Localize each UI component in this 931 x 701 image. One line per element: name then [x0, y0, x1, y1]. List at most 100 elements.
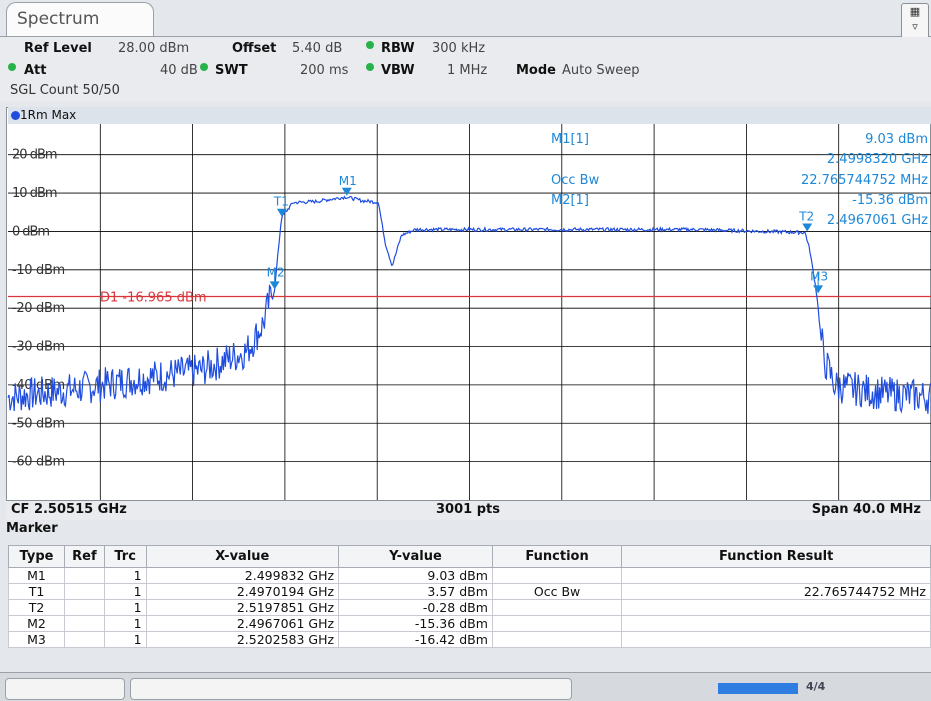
marker-table-header: Trc: [103, 545, 147, 568]
table-cell: [621, 599, 931, 616]
table-cell: [621, 567, 931, 584]
status-box-left: [5, 678, 125, 700]
att-coupled-icon: [8, 63, 16, 71]
trace-indicator-icon: [11, 111, 20, 120]
table-cell: 1: [103, 599, 147, 616]
marker-info-m1-label: M1[1]: [551, 132, 589, 147]
marker-label: T2: [798, 210, 814, 224]
table-cell: 2.499832 GHz: [145, 567, 340, 584]
rbw-label: RBW: [381, 41, 415, 56]
display-mode-icon[interactable]: ▦ ▿: [901, 3, 929, 39]
y-tick-label: -30 dBm: [12, 340, 65, 355]
marker-label: T1: [273, 195, 289, 209]
table-cell: [621, 631, 931, 648]
y-tick-label: -50 dBm: [12, 416, 65, 431]
table-cell: [64, 583, 105, 600]
marker-table-header: Function: [491, 545, 623, 568]
y-tick-label: 20 dBm: [12, 148, 58, 163]
marker-m1-icon: [341, 187, 352, 196]
y-tick-label: -10 dBm: [12, 263, 65, 278]
y-tick-label: -20 dBm: [12, 301, 65, 316]
marker-info-m1-level: 9.03 dBm: [865, 132, 928, 147]
table-cell: [64, 631, 105, 648]
trace-label: 1Rm Max: [20, 108, 77, 122]
marker-t2-icon: [802, 223, 813, 232]
table-cell: [491, 599, 623, 616]
table-cell: 1: [103, 583, 147, 600]
span-value[interactable]: Span 40.0 MHz: [811, 502, 921, 517]
display-line-label: D1 -16.965 dBm: [100, 291, 207, 306]
marker-table-header: Ref: [64, 545, 105, 568]
table-row[interactable]: T2 1 2.5197851 GHz -0.28 dBm: [7, 599, 931, 616]
rbw-coupled-icon: [366, 41, 374, 49]
marker-m3-icon: [813, 285, 824, 294]
status-bar: 4/4: [0, 672, 931, 701]
sgl-count: SGL Count 50/50: [10, 83, 120, 98]
rbw-value[interactable]: 300 kHz: [432, 41, 486, 56]
marker-table-header: Function Result: [621, 545, 931, 568]
swt-label: SWT: [215, 63, 248, 78]
table-row[interactable]: M1 1 2.499832 GHz 9.03 dBm: [7, 567, 931, 584]
marker-info-m2-level: -15.36 dBm: [852, 193, 928, 208]
marker-label: M3: [810, 269, 828, 283]
swt-coupled-icon: [200, 63, 208, 71]
table-cell: 2.4967061 GHz: [145, 615, 340, 632]
marker-info: M1[1] 9.03 dBm 2.4998320 GHz Occ Bw 22.76574…: [551, 132, 928, 228]
table-cell: 9.03 dBm: [338, 567, 493, 584]
marker-m2-icon: [269, 281, 280, 290]
table-row[interactable]: M2 1 2.4967061 GHz -15.36 dBm: [7, 615, 931, 632]
table-row[interactable]: T1 1 2.4970194 GHz 3.57 dBm Occ Bw 22.7657447…: [7, 583, 931, 600]
marker-info-m2-freq: 2.4967061 GHz: [827, 213, 928, 228]
table-cell: -0.28 dBm: [338, 599, 493, 616]
ref-level-label: Ref Level: [24, 41, 92, 56]
table-cell: 1: [103, 615, 147, 632]
table-cell: [491, 631, 623, 648]
marker-group: M1 T1 T2 M2 M3: [267, 174, 828, 294]
offset-value[interactable]: 5.40 dB: [292, 41, 343, 56]
table-cell: [491, 615, 623, 632]
sweep-points[interactable]: 3001 pts: [436, 502, 500, 517]
chart-grid: [8, 124, 931, 500]
att-value[interactable]: 40 dB: [160, 63, 198, 78]
y-tick-label: -60 dBm: [12, 455, 65, 470]
table-cell: M1: [7, 567, 66, 584]
center-frequency[interactable]: CF 2.50515 GHz: [11, 502, 127, 517]
tab-spectrum[interactable]: Spectrum: [6, 2, 154, 36]
spectrum-diagram[interactable]: [6, 107, 931, 519]
table-cell: 2.5197851 GHz: [145, 599, 340, 616]
sweep-progress-label: 4/4: [806, 680, 826, 693]
table-cell: T1: [7, 583, 66, 600]
marker-table: Type Ref Trc X-value Y-value Function Function…: [7, 545, 931, 648]
table-cell: [64, 567, 105, 584]
frequency-axis-bar: CF 2.50515 GHz 3001 pts Span 40.0 MHz: [6, 500, 931, 520]
table-cell: [64, 615, 105, 632]
trace-label-bar: 1Rm Max: [8, 107, 931, 124]
status-box-messages: [130, 678, 572, 700]
vbw-coupled-icon: [366, 63, 374, 71]
marker-info-occ-label: Occ Bw: [551, 173, 600, 188]
vbw-value[interactable]: 1 MHz: [447, 63, 488, 78]
marker-label: M1: [339, 174, 357, 188]
vbw-label: VBW: [381, 63, 415, 78]
table-cell: M2: [7, 615, 66, 632]
table-cell: 1: [103, 631, 147, 648]
marker-info-m1-freq: 2.4998320 GHz: [827, 152, 928, 167]
table-cell: 22.765744752 MHz: [621, 583, 931, 600]
marker-info-m2-label: M2[1]: [551, 193, 589, 208]
mode-value[interactable]: Auto Sweep: [562, 63, 640, 78]
y-tick-label: 10 dBm: [12, 186, 58, 201]
settings-panel: Ref Level 28.00 dBm Offset 5.40 dB RBW 3…: [0, 37, 931, 101]
marker-label: M2: [267, 265, 285, 279]
table-cell: 2.5202583 GHz: [145, 631, 340, 648]
swt-value[interactable]: 200 ms: [300, 63, 349, 78]
offset-label: Offset: [232, 41, 277, 56]
tabbar-divider: [0, 36, 931, 37]
table-cell: -15.36 dBm: [338, 615, 493, 632]
table-cell: [491, 567, 623, 584]
table-row[interactable]: M3 1 2.5202583 GHz -16.42 dBm: [7, 631, 931, 648]
ref-level-value[interactable]: 28.00 dBm: [118, 41, 190, 56]
table-cell: 2.4970194 GHz: [145, 583, 340, 600]
mode-label: Mode: [516, 63, 556, 78]
